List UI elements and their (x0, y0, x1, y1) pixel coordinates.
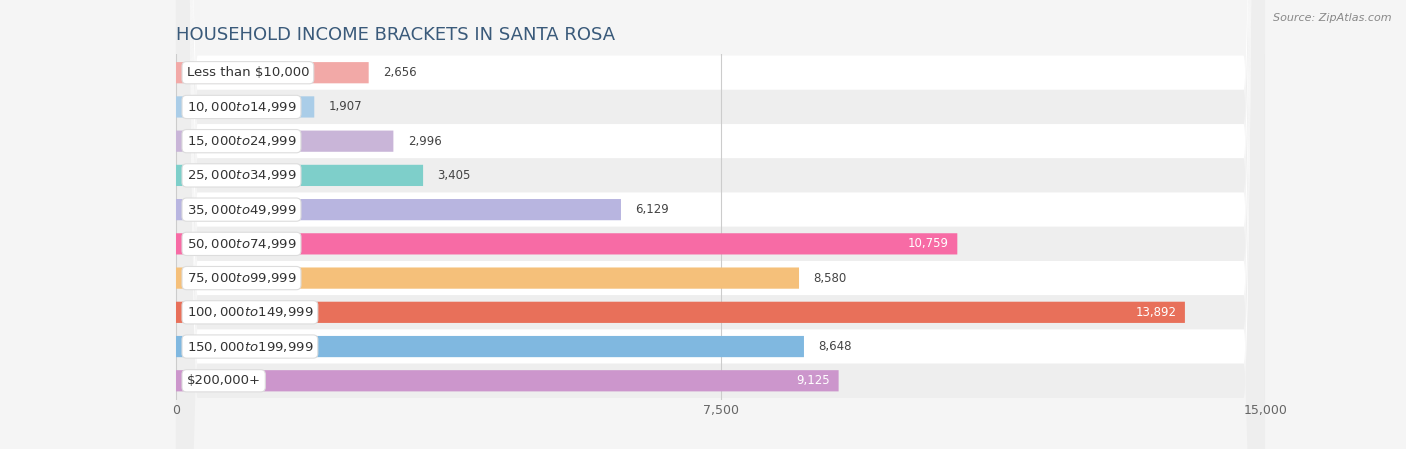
Text: $10,000 to $14,999: $10,000 to $14,999 (187, 100, 297, 114)
Text: $35,000 to $49,999: $35,000 to $49,999 (187, 202, 297, 216)
FancyBboxPatch shape (176, 336, 804, 357)
Text: 1,907: 1,907 (329, 101, 363, 114)
Text: 8,648: 8,648 (818, 340, 852, 353)
Text: Source: ZipAtlas.com: Source: ZipAtlas.com (1274, 13, 1392, 23)
FancyBboxPatch shape (176, 62, 368, 84)
Text: HOUSEHOLD INCOME BRACKETS IN SANTA ROSA: HOUSEHOLD INCOME BRACKETS IN SANTA ROSA (176, 26, 614, 44)
Text: 2,996: 2,996 (408, 135, 441, 148)
FancyBboxPatch shape (176, 268, 799, 289)
FancyBboxPatch shape (176, 0, 1265, 449)
FancyBboxPatch shape (176, 97, 315, 118)
Text: 2,656: 2,656 (384, 66, 416, 79)
Text: $100,000 to $149,999: $100,000 to $149,999 (187, 305, 314, 319)
FancyBboxPatch shape (176, 131, 394, 152)
FancyBboxPatch shape (176, 0, 1265, 449)
Text: 13,892: 13,892 (1135, 306, 1177, 319)
Text: 3,405: 3,405 (437, 169, 471, 182)
Text: $150,000 to $199,999: $150,000 to $199,999 (187, 339, 314, 353)
FancyBboxPatch shape (176, 302, 1185, 323)
Text: 9,125: 9,125 (796, 374, 830, 387)
FancyBboxPatch shape (176, 0, 1265, 449)
Text: $50,000 to $74,999: $50,000 to $74,999 (187, 237, 297, 251)
Text: $75,000 to $99,999: $75,000 to $99,999 (187, 271, 297, 285)
FancyBboxPatch shape (176, 0, 1265, 449)
FancyBboxPatch shape (176, 199, 621, 220)
FancyBboxPatch shape (176, 0, 1265, 449)
Text: 8,580: 8,580 (814, 272, 846, 285)
FancyBboxPatch shape (176, 165, 423, 186)
Text: 10,759: 10,759 (908, 238, 949, 251)
Text: $25,000 to $34,999: $25,000 to $34,999 (187, 168, 297, 182)
FancyBboxPatch shape (176, 0, 1265, 449)
Text: $15,000 to $24,999: $15,000 to $24,999 (187, 134, 297, 148)
FancyBboxPatch shape (176, 0, 1265, 449)
FancyBboxPatch shape (176, 370, 838, 392)
FancyBboxPatch shape (176, 0, 1265, 449)
Text: 6,129: 6,129 (636, 203, 669, 216)
FancyBboxPatch shape (176, 233, 957, 255)
Text: $200,000+: $200,000+ (187, 374, 260, 387)
FancyBboxPatch shape (176, 0, 1265, 449)
FancyBboxPatch shape (176, 0, 1265, 449)
Text: Less than $10,000: Less than $10,000 (187, 66, 309, 79)
